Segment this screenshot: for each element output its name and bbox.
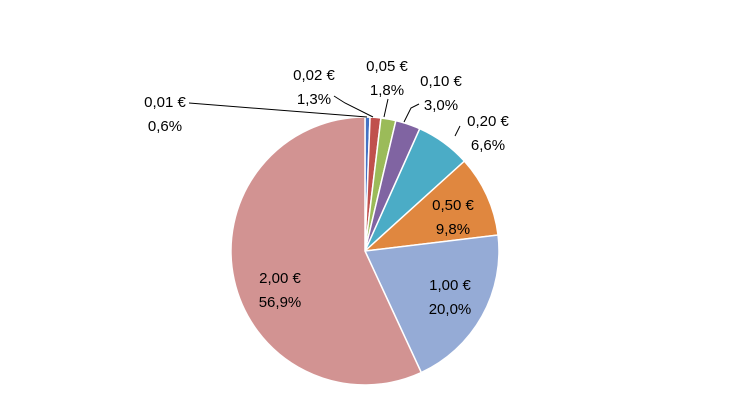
- slice-label-4: 0,20 €: [467, 113, 509, 130]
- leader-line-3: [403, 103, 420, 123]
- slice-label-1: 0,02 €: [293, 67, 335, 84]
- slice-percent-label-2: 1,8%: [370, 82, 404, 99]
- leader-line-2: [383, 98, 389, 118]
- slice-label-7: 2,00 €: [259, 270, 301, 287]
- slice-label-5: 0,50 €: [432, 197, 474, 214]
- leader-line-0: [188, 102, 368, 118]
- slice-percent-label-3: 3,0%: [424, 97, 458, 114]
- slice-label-6: 1,00 €: [429, 277, 471, 294]
- slice-label-2: 0,05 €: [366, 58, 408, 75]
- slice-label-0: 0,01 €: [144, 94, 186, 111]
- slice-percent-label-5: 9,8%: [436, 221, 470, 238]
- pie-slice-6: [363, 234, 500, 374]
- slice-label-3: 0,10 €: [420, 73, 462, 90]
- labels-layer: 0,01 € 0,6% 0,02 € 1,3% 0,05 € 1,8% 0,10 € 3,0%…: [144, 58, 509, 318]
- pie-slice-5: [362, 160, 499, 253]
- slice-percent-label-6: 20,0%: [429, 301, 472, 318]
- leaders-layer: [188, 95, 461, 137]
- leader-line-1: [333, 95, 374, 118]
- slice-percent-label-1: 1,3%: [297, 91, 331, 108]
- leader-line-4: [454, 125, 461, 137]
- pie-slice-7: [230, 116, 423, 386]
- slice-percent-label-7: 56,9%: [259, 294, 302, 311]
- slice-percent-label-4: 6,6%: [471, 137, 505, 154]
- slice-percent-label-0: 0,6%: [148, 118, 182, 135]
- slices-layer: [230, 116, 500, 386]
